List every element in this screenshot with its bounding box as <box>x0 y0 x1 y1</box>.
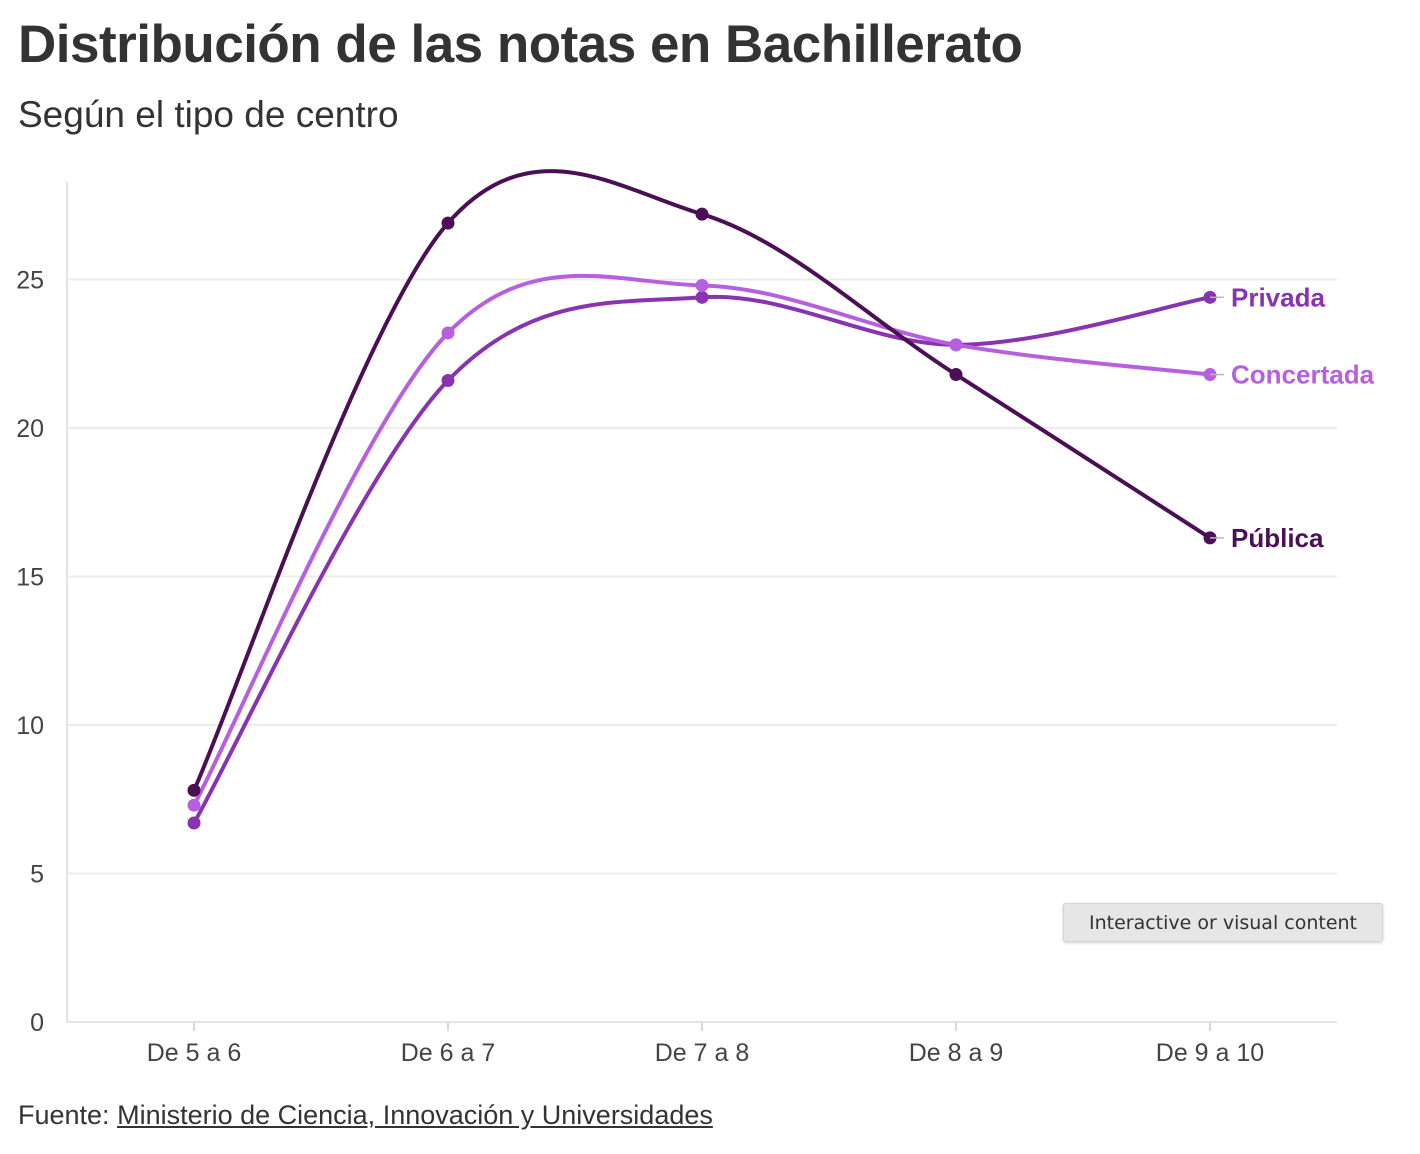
series-points <box>187 207 1217 830</box>
data-point-concertada[interactable] <box>441 326 455 340</box>
x-tick-label: De 6 a 7 <box>401 1039 496 1067</box>
x-tick-label: De 5 a 6 <box>147 1039 242 1067</box>
y-tick-label: 5 <box>30 861 44 889</box>
series-line-privada <box>192 294 1212 826</box>
data-point-publica[interactable] <box>949 368 963 382</box>
series-label-privada: Privada <box>1231 282 1325 312</box>
data-point-concertada[interactable] <box>695 278 709 292</box>
source-link[interactable]: Ministerio de Ciencia, Innovación y Univ… <box>117 1100 713 1130</box>
data-point-publica[interactable] <box>441 216 455 230</box>
x-tick-label: De 9 a 10 <box>1156 1039 1264 1067</box>
source-footer: Fuente: Ministerio de Ciencia, Innovació… <box>18 1100 713 1131</box>
data-point-concertada[interactable] <box>949 338 963 352</box>
x-tick-label: De 7 a 8 <box>655 1039 750 1067</box>
y-tick-label: 20 <box>16 415 44 443</box>
y-tick-labels: 0 5 10 15 20 25 <box>16 267 44 1038</box>
chart-title: Distribución de las notas en Bachillerat… <box>18 15 1023 74</box>
y-tick-label: 0 <box>30 1009 44 1037</box>
y-tick-label: 10 <box>16 712 44 740</box>
series-end-labels: Privada Concertada Pública <box>1210 282 1375 553</box>
data-point-publica[interactable] <box>187 783 201 797</box>
series-line-publica <box>192 169 1212 793</box>
y-tick-label: 15 <box>16 564 44 592</box>
data-point-privada[interactable] <box>441 373 455 387</box>
data-point-privada[interactable] <box>187 816 201 830</box>
x-tick-labels: De 5 a 6 De 6 a 7 De 7 a 8 De 8 a 9 De 9 a 1… <box>147 1022 1264 1067</box>
data-point-publica[interactable] <box>695 207 709 221</box>
y-tick-label: 25 <box>16 267 44 295</box>
source-prefix: Fuente: <box>18 1100 110 1130</box>
data-point-privada[interactable] <box>695 290 709 304</box>
interactive-content-badge[interactable]: Interactive or visual content <box>1063 903 1383 942</box>
series-line-concertada <box>192 273 1212 808</box>
x-tick-label: De 8 a 9 <box>909 1039 1004 1067</box>
series-label-publica: Pública <box>1231 523 1324 553</box>
series-lines <box>192 169 1212 826</box>
chart-subtitle: Según el tipo de centro <box>18 94 399 135</box>
series-label-concertada: Concertada <box>1231 360 1375 390</box>
data-point-concertada[interactable] <box>187 798 201 812</box>
